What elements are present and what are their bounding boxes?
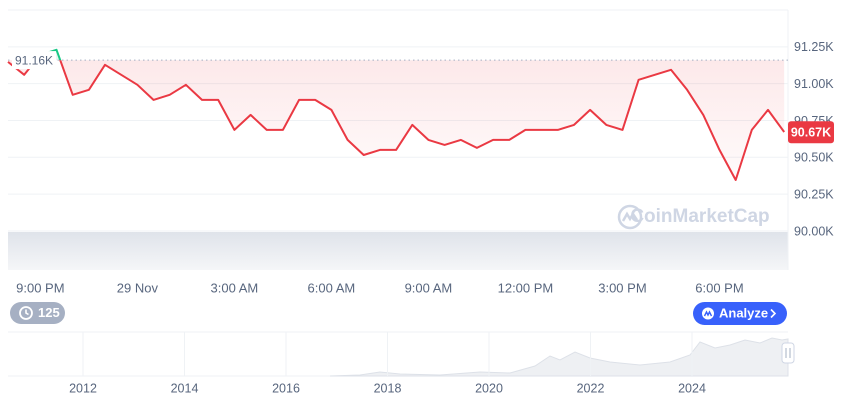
watermark: CoinMarketCap (630, 206, 769, 227)
watermark-logo (617, 204, 643, 230)
price-line (7, 60, 786, 181)
overview-year-label: 2024 (678, 381, 706, 395)
overview-year-label: 2022 (577, 381, 605, 395)
x-tick-label: 9:00 AM (405, 280, 453, 295)
x-tick-label: 6:00 AM (308, 280, 356, 295)
x-tick-label: 3:00 AM (211, 280, 259, 295)
y-tick-label: 91.25K (794, 40, 834, 54)
volume-area (8, 232, 788, 270)
x-tick-label: 12:00 PM (498, 280, 554, 295)
x-tick-label: 6:00 PM (695, 280, 743, 295)
area-fill (8, 60, 785, 180)
y-tick-label: 90.00K (794, 224, 834, 238)
reference-label-bg (12, 51, 56, 70)
overview-year-label: 2012 (69, 381, 97, 395)
current-price-badge (788, 121, 834, 144)
y-tick-label: 90.25K (794, 187, 834, 201)
current-price-label: 90.67K (791, 126, 831, 140)
y-tick-label: 90.50K (794, 151, 834, 165)
overview-area (329, 337, 789, 377)
overview-year-label: 2014 (171, 381, 199, 395)
overview-handle[interactable] (781, 342, 795, 364)
x-tick-label: 9:00 PM (16, 280, 64, 295)
analyze-label: Analyze (719, 305, 768, 320)
analyze-button[interactable]: Analyze (693, 302, 787, 325)
overview-year-label: 2016 (272, 381, 300, 395)
x-tick-label: 3:00 PM (598, 280, 646, 295)
history-count: 125 (38, 305, 60, 320)
history-badge[interactable]: 125 (10, 302, 65, 324)
reference-label: 91.16K (15, 53, 53, 67)
overview-year-label: 2018 (374, 381, 402, 395)
overview-year-label: 2020 (475, 381, 503, 395)
x-tick-label: 29 Nov (117, 280, 159, 295)
y-tick-label: 91.00K (794, 77, 834, 91)
